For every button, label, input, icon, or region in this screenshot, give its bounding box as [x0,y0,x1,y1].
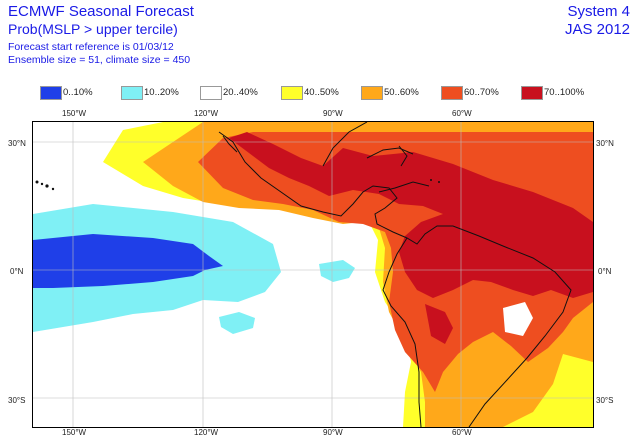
legend-label: 20..40% [223,87,258,98]
legend-swatch [281,86,303,100]
ensemble-size-text: Ensemble size = 51, climate size = 450 [8,54,191,66]
prob-region-70-100 [425,304,453,344]
lat-tick-left: 30°N [8,139,26,148]
color-legend: 0..10% 10..20% 20..40% 40..50% 50..60% 6… [0,86,640,102]
system-label: System 4 [567,3,630,20]
prob-region-10-20 [319,260,355,282]
legend-label: 70..100% [544,87,585,98]
legend-swatch [200,86,222,100]
legend-swatch [361,86,383,100]
legend-label: 0..10% [63,87,93,98]
legend-label: 60..70% [464,87,499,98]
legend-swatch [441,86,463,100]
map-subtitle: Prob(MSLP > upper tercile) [8,21,178,37]
legend-swatch [121,86,143,100]
lat-tick-right: 0°N [598,267,612,276]
map-title: ECMWF Seasonal Forecast [8,3,194,20]
lon-tick-bottom: 150°W [62,428,87,437]
lon-tick-bottom: 120°W [194,428,219,437]
lat-tick-right: 30°N [596,139,614,148]
lon-tick-bottom: 60°W [452,428,472,437]
legend-label: 10..20% [144,87,179,98]
probability-map [32,121,594,428]
lon-tick-top: 90°W [323,109,343,118]
prob-region-0-10 [33,234,223,288]
legend-label: 40..50% [304,87,339,98]
prob-region-10-20 [219,312,255,334]
lat-tick-left: 0°N [10,267,24,276]
lon-tick-top: 120°W [194,109,219,118]
lon-tick-top: 60°W [452,109,472,118]
lat-tick-left: 30°S [8,396,26,405]
lat-tick-right: 30°S [596,396,614,405]
prob-region-70-100 [229,132,593,298]
lon-tick-top: 150°W [62,109,87,118]
legend-swatch [40,86,62,100]
forecast-start-text: Forecast start reference is 01/03/12 [8,41,174,53]
map-canvas [33,122,593,427]
graticule [33,122,593,427]
legend-label: 50..60% [384,87,419,98]
lon-tick-bottom: 90°W [323,428,343,437]
coastline [218,122,572,427]
season-label: JAS 2012 [564,21,630,38]
island-dots [35,179,440,191]
legend-swatch [521,86,543,100]
prob-region-20-40 [503,302,533,336]
